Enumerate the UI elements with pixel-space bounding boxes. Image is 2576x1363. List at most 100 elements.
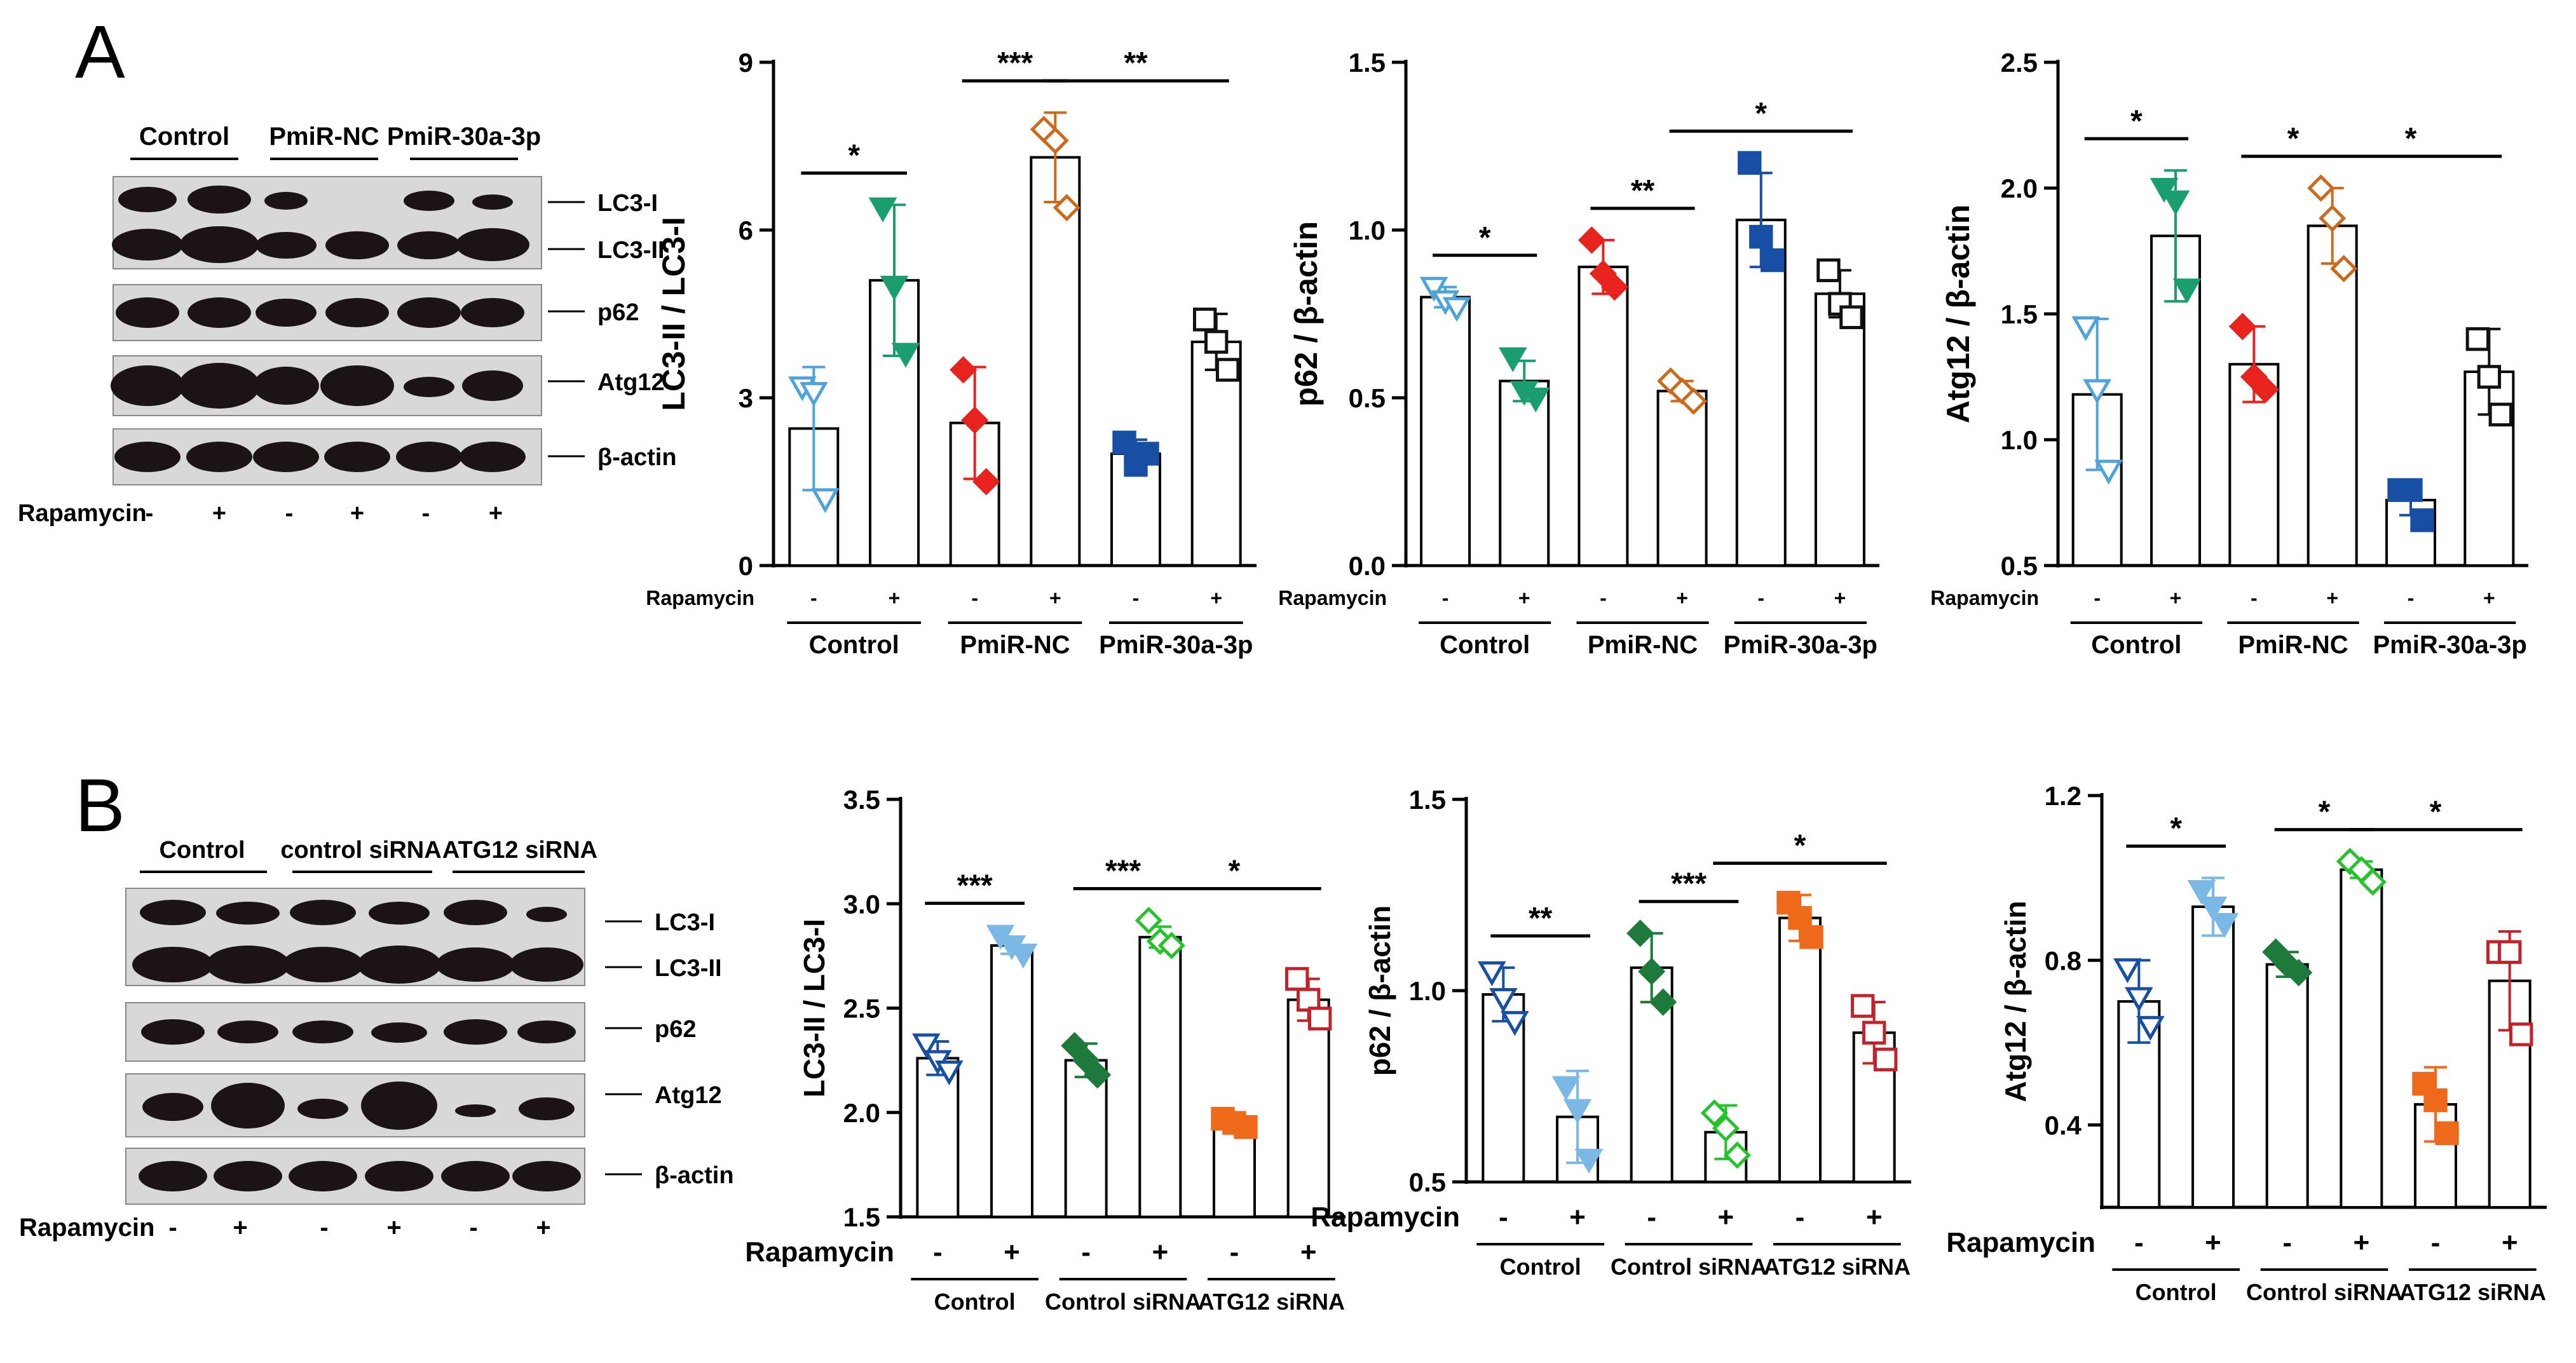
blot-b-group-label-3: ATG12 siRNA <box>442 837 597 864</box>
bar <box>2071 393 2123 567</box>
blot-b-band-p62-6 <box>517 1021 576 1043</box>
y-tick-label: 6 <box>739 215 753 245</box>
blot-a-band-lc3i-1 <box>118 187 177 212</box>
treatment-sign: - <box>971 587 978 609</box>
data-point <box>868 197 897 222</box>
y-tick-label: 0.0 <box>1349 551 1386 581</box>
significance-label: * <box>2430 796 2442 829</box>
treatment-sign: - <box>1133 587 1140 609</box>
blot-b-band-p62-5 <box>444 1019 507 1045</box>
rapamycin-label: Rapamycin <box>1311 1202 1460 1233</box>
blot-b-sign-2: + <box>233 1214 247 1242</box>
data-point <box>1574 1148 1604 1174</box>
bar <box>1420 295 1471 567</box>
treatment-sign: - <box>2134 1227 2144 1258</box>
bar <box>1735 219 1787 567</box>
data-point <box>2330 255 2358 283</box>
data-point <box>2435 1121 2459 1146</box>
bar <box>2191 905 2235 1209</box>
blot-a-band-label-lc3i: LC3-I <box>597 190 658 217</box>
bar <box>916 1057 960 1218</box>
data-point <box>2307 174 2335 202</box>
blot-a-band-actin-4 <box>324 442 390 472</box>
data-point <box>2198 896 2228 921</box>
y-axis-label: LC3-II / LC3-I <box>656 217 692 411</box>
blot-b-band-label-atg12: Atg12 <box>655 1082 722 1109</box>
data-point <box>1712 1115 1740 1143</box>
y-tick-label: 2.0 <box>2001 173 2038 203</box>
data-point <box>1442 297 1471 322</box>
treatment-sign: + <box>1004 1237 1020 1268</box>
data-point <box>1498 347 1527 372</box>
treatment-sign: - <box>2431 1227 2441 1258</box>
significance-label: *** <box>997 46 1033 80</box>
treatment-sign: - <box>810 587 817 609</box>
treatment-sign: - <box>1081 1237 1091 1268</box>
group-label: PmiR-30a-3p <box>1724 631 1877 659</box>
blot-a-sign-4: + <box>350 500 364 527</box>
treatment-sign: + <box>2326 587 2338 609</box>
y-tick-label: 0 <box>739 551 753 581</box>
data-point <box>1578 226 1605 254</box>
blot-b-band-lc3ii-4 <box>357 946 441 984</box>
data-point <box>800 382 828 407</box>
blot-b-band-p62-1 <box>141 1019 205 1045</box>
blot-a-band-actin-5 <box>396 442 462 472</box>
blot-b-band-label-lc3i: LC3-I <box>655 909 715 936</box>
blot-a-band-lc3ii-4 <box>325 231 389 259</box>
blot-a-band-label-actin: β-actin <box>597 444 677 471</box>
significance-label: ** <box>1631 174 1655 208</box>
data-point <box>2161 190 2190 215</box>
bar <box>2307 224 2358 567</box>
data-point <box>2251 376 2279 403</box>
western-blot-b: Control control siRNA ATG12 siRNA <box>19 837 734 1242</box>
treatment-sign: + <box>1676 587 1688 609</box>
blot-a-band-p62-3 <box>256 299 317 327</box>
western-blot-a: Control PmiR-NC PmiR-30a-3p <box>18 123 677 527</box>
group-label: PmiR-30a-3p <box>2373 631 2527 659</box>
significance-label: ** <box>1124 46 1148 80</box>
data-point <box>950 356 978 384</box>
group-label: Control <box>809 631 899 659</box>
blot-a-band-label-atg12: Atg12 <box>597 369 665 396</box>
treatment-sign: + <box>1866 1202 1883 1233</box>
data-point <box>2509 1022 2533 1047</box>
blot-b-band-actin-2 <box>214 1161 282 1191</box>
group-label: Control <box>1440 631 1530 659</box>
treatment-sign: + <box>1717 1202 1734 1233</box>
y-axis-label: Atg12 / β-actin <box>1999 901 2032 1102</box>
data-point <box>1084 1061 1112 1089</box>
bar <box>990 944 1033 1218</box>
blot-b-sign-3: - <box>320 1214 328 1242</box>
treatment-sign: - <box>2251 587 2258 609</box>
data-point <box>2125 987 2153 1012</box>
blot-b-band-lc3i-3 <box>290 900 356 925</box>
blot-a-band-actin-1 <box>114 442 181 472</box>
blot-b-band-lc3i-2 <box>216 902 280 925</box>
panel-letter-b: B <box>75 764 125 848</box>
group-label: Control <box>934 1289 1016 1315</box>
data-point <box>1761 248 1785 273</box>
blot-b-band-atg12-3 <box>297 1099 348 1119</box>
data-point <box>1723 1141 1751 1169</box>
y-tick-label: 1.5 <box>843 1202 880 1232</box>
data-point <box>1192 308 1217 332</box>
significance-label: *** <box>1671 867 1707 901</box>
y-tick-label: 1.5 <box>1409 785 1446 815</box>
blot-b-band-label-lc3ii: LC3-II <box>655 955 722 982</box>
rapamycin-label: Rapamycin <box>1930 587 2039 609</box>
blot-b-band-lc3i-1 <box>140 900 206 925</box>
treatment-sign: + <box>1834 587 1846 609</box>
bar <box>2488 979 2532 1209</box>
y-tick-label: 0.5 <box>1409 1167 1446 1197</box>
data-point <box>2410 508 2434 532</box>
data-point <box>972 468 1000 496</box>
blot-a-band-atg12-6 <box>462 370 523 401</box>
blot-a-band-lc3i-3 <box>264 192 308 210</box>
data-point <box>891 342 920 368</box>
group-label: PmiR-NC <box>1588 631 1698 659</box>
data-point <box>1489 988 1518 1014</box>
